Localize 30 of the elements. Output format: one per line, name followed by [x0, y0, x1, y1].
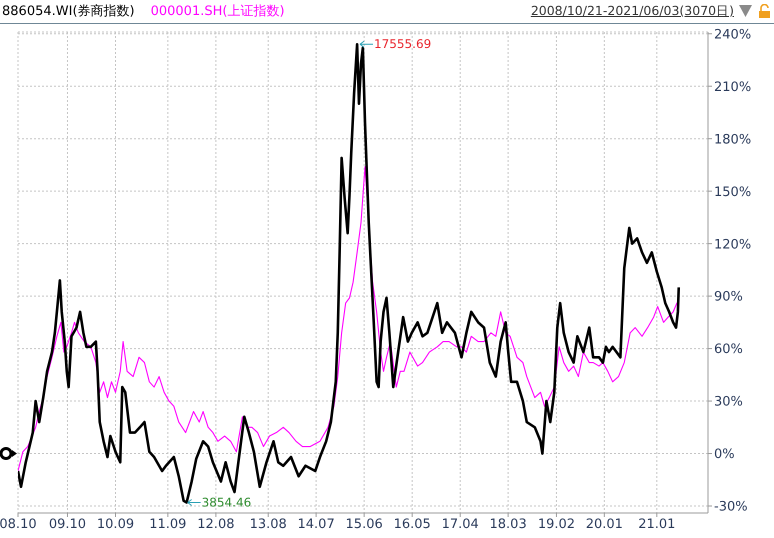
text: 886054.WI(券商指数) — [2, 3, 135, 20]
y-tick-label: 60% — [714, 342, 743, 358]
x-tick-label: 11.09 — [149, 517, 186, 532]
chart-subtitle: 2008/10/21-2021/06/03(3070日) — [530, 3, 734, 20]
y-tick-label: -30% — [714, 500, 748, 515]
x-tick-label: 20.01 — [586, 517, 623, 532]
x-tick-label: 10.09 — [96, 517, 134, 532]
x-tick-label: 16.05 — [394, 517, 431, 532]
y-tick-label: 180% — [714, 132, 752, 148]
y-tick-label: 210% — [714, 80, 752, 95]
text: 000001.SH(上证指数) — [150, 3, 285, 20]
x-tick-label: 21.01 — [638, 517, 676, 532]
annotation: 17555.69 — [374, 37, 432, 52]
x-tick-label: 09.10 — [48, 517, 86, 532]
x-tick-label: 19.02 — [538, 517, 576, 532]
y-tick-label: 30% — [714, 394, 743, 410]
y-tick-label: 90% — [714, 290, 743, 305]
x-tick-label: 12.08 — [197, 517, 234, 532]
y-tick-label: 240% — [714, 27, 752, 42]
line-series — [18, 166, 680, 472]
y-tick-label: 0% — [714, 447, 735, 462]
x-tick-label: 17.04 — [442, 517, 479, 532]
x-tick-label: 18.03 — [490, 517, 527, 532]
annotation: 3854.46 — [202, 496, 252, 510]
x-tick-label: 13.08 — [250, 517, 287, 532]
y-tick-label: 120% — [714, 237, 752, 252]
y-tick-label: 150% — [714, 184, 752, 200]
x-tick-label: 14.07 — [298, 517, 335, 532]
x-tick-label: 08.10 — [0, 517, 37, 532]
x-tick-label: 15.06 — [346, 517, 383, 532]
